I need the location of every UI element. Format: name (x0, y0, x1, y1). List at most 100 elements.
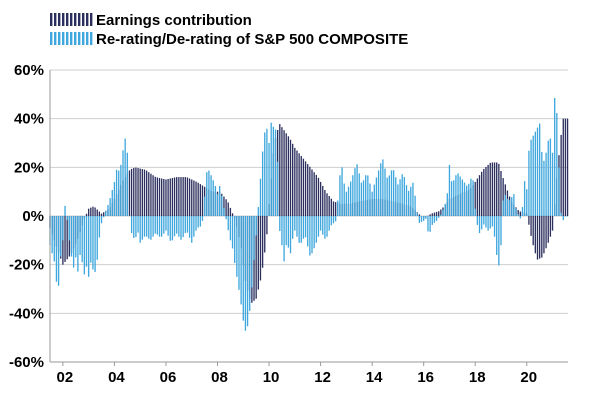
earnings-bar (66, 216, 68, 260)
swatch-bar (86, 32, 89, 45)
earnings-bar (133, 167, 135, 216)
rerating-bar (554, 97, 556, 216)
rerating-bar (72, 216, 75, 268)
rerating-bar (165, 216, 167, 231)
rerating-bar (100, 216, 103, 224)
rerating-bar (388, 175, 390, 216)
rerating-bar (380, 163, 382, 216)
rerating-bar (176, 216, 178, 234)
x-tick-label: 18 (469, 369, 486, 386)
x-tick-label: 14 (366, 369, 383, 386)
earnings-bar (279, 124, 281, 216)
rerating-bar (292, 216, 294, 239)
swatch-bar (62, 13, 65, 26)
rerating-bar (485, 216, 487, 228)
earnings-bar (231, 213, 234, 216)
rerating-bar (178, 216, 180, 237)
earnings-bar (433, 212, 436, 216)
rerating-bar (438, 216, 440, 218)
rerating-bar (53, 216, 55, 262)
rerating-bar (60, 216, 62, 257)
rerating-bar (508, 200, 511, 216)
rerating-bar (141, 216, 144, 240)
earnings-bar (182, 177, 184, 216)
earnings-bar (94, 207, 96, 216)
swatch-bar (82, 32, 85, 45)
rerating-bar (455, 175, 457, 216)
earnings-bar (502, 178, 504, 216)
rerating-bar (395, 177, 397, 216)
rerating-bar (251, 216, 253, 288)
x-tick-label: 16 (417, 369, 434, 386)
rerating-bar (90, 216, 92, 263)
earnings-bar (322, 185, 324, 216)
rerating-bar (317, 216, 320, 237)
rerating-bar (356, 164, 358, 216)
rerating-bar (223, 208, 225, 216)
rerating-bar (68, 216, 70, 241)
y-tick-labels: 60% 40% 20% 0% -20% -40% -60% (9, 62, 44, 371)
rerating-bar (332, 216, 335, 224)
rerating-bar (431, 216, 433, 225)
earnings-bar (145, 170, 148, 216)
rerating-bar (188, 216, 191, 238)
rerating-bar (534, 131, 537, 216)
rerating-bar (350, 181, 352, 216)
rerating-bar (184, 216, 186, 234)
rerating-bar (294, 216, 296, 231)
earnings-bar (481, 171, 483, 216)
x-tick-label: 08 (211, 369, 228, 386)
rerating-bar (457, 173, 459, 216)
rerating-bar (98, 216, 101, 238)
earnings-bar (191, 179, 193, 216)
rerating-bar (276, 161, 279, 216)
rerating-bar (543, 160, 545, 216)
rerating-bar (375, 177, 378, 216)
earnings-bar (311, 169, 313, 216)
earnings-bar (154, 176, 156, 216)
rerating-bar (371, 191, 373, 216)
earnings-bar (188, 178, 191, 216)
rerating-bar (453, 180, 455, 216)
rerating-bar (470, 178, 472, 216)
rerating-bar (287, 216, 290, 248)
earnings-bar (317, 177, 320, 216)
rerating-bar (133, 216, 135, 238)
earnings-bar (330, 198, 332, 216)
rerating-bar (173, 216, 176, 237)
earnings-bar (541, 216, 543, 258)
rerating-bar (307, 216, 309, 247)
rerating-bar (167, 216, 169, 236)
rerating-bar (66, 216, 68, 221)
rerating-bar (203, 196, 206, 216)
earnings-bar (158, 177, 161, 216)
swatch-bar (82, 13, 85, 26)
swatch-bar (62, 32, 65, 45)
x-tick-label: 02 (57, 369, 74, 386)
earnings-bar (519, 211, 521, 216)
rerating-bar (324, 216, 326, 239)
rerating-bar (246, 216, 249, 327)
earnings-bar (90, 207, 92, 216)
rerating-bar (268, 143, 270, 216)
rerating-bars (49, 97, 569, 331)
swatch-bar (90, 32, 93, 45)
rerating-bar (337, 200, 339, 216)
rerating-bar (309, 216, 311, 256)
rerating-bar (304, 216, 307, 238)
rerating-bar (130, 216, 133, 234)
rerating-bar (390, 170, 393, 216)
rerating-bar (300, 216, 302, 243)
rerating-bar (498, 216, 500, 266)
rerating-bar (556, 112, 558, 216)
swatch-bar (86, 13, 89, 26)
earnings-bar (324, 190, 326, 216)
earnings-bar (296, 150, 298, 216)
rerating-bar (532, 135, 534, 216)
rerating-bar (504, 194, 506, 216)
rerating-bar (302, 216, 305, 239)
earnings-bar (255, 216, 257, 299)
rerating-bar (562, 216, 564, 221)
rerating-bar (253, 216, 255, 260)
rerating-bar (161, 216, 163, 237)
